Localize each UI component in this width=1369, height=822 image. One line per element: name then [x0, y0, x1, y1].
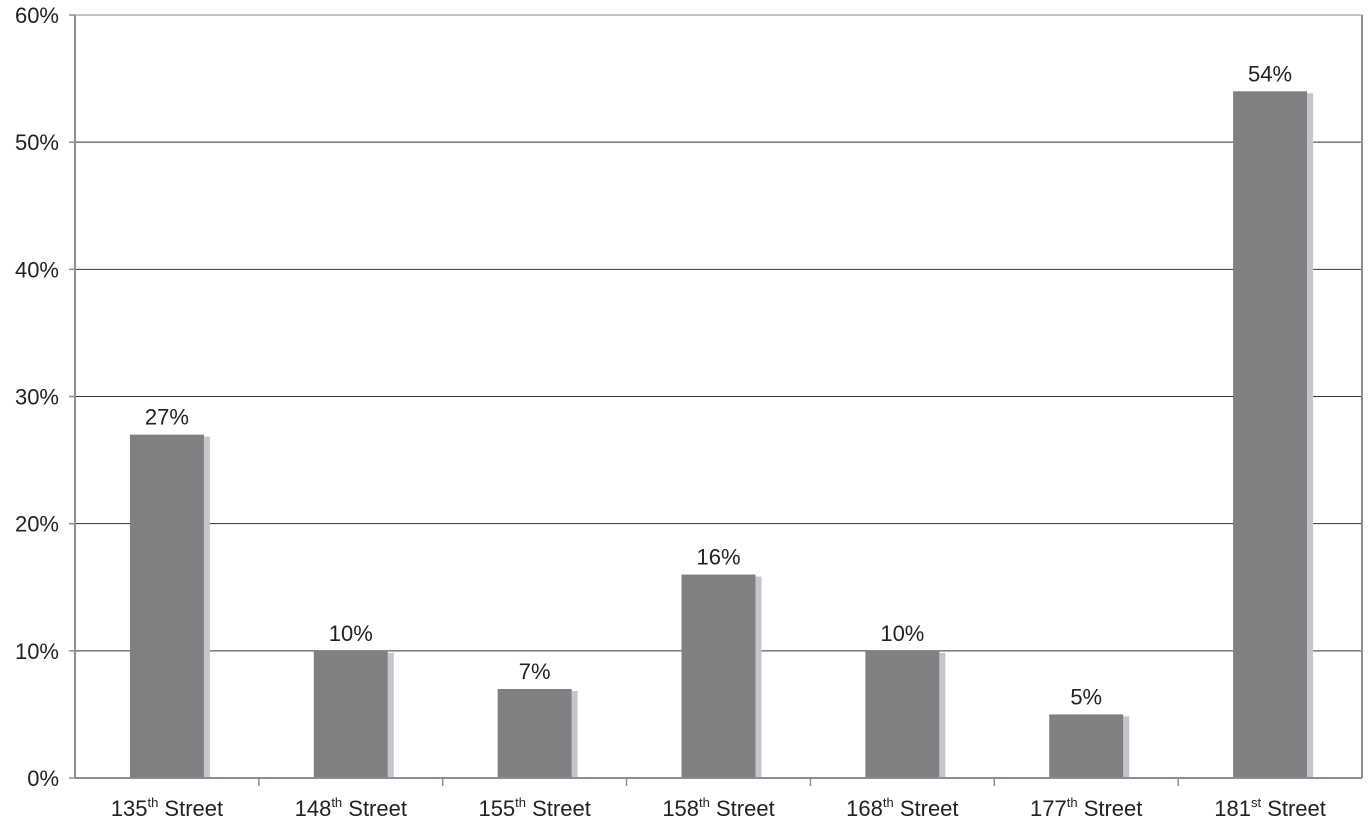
x-tick-ordinal: th	[515, 795, 526, 810]
x-tick-labels: 135th Street 148th Street 155th Street 158t…	[111, 795, 1326, 821]
bar-shadow	[755, 576, 762, 778]
x-tick-number: 135	[111, 796, 148, 821]
x-tick-number: 181	[1214, 796, 1251, 821]
x-tick-ordinal: th	[331, 795, 342, 810]
y-tick-label: 20%	[15, 512, 59, 537]
y-tick-label: 40%	[15, 257, 59, 282]
x-tick-street: Street	[1261, 796, 1326, 821]
bar	[1049, 714, 1124, 778]
x-tick-street: Street	[894, 796, 959, 821]
y-tick-label: 30%	[15, 385, 59, 410]
bar-shadow	[939, 652, 946, 778]
bar	[865, 650, 940, 778]
data-label: 10%	[880, 621, 924, 646]
x-tick-label: 158th Street	[662, 795, 774, 821]
x-tick-ordinal: th	[147, 795, 158, 810]
x-tick-number: 168	[846, 796, 883, 821]
axes	[69, 14, 1363, 786]
y-tick-label: 10%	[15, 639, 59, 664]
y-tick-label: 60%	[15, 3, 59, 28]
x-tick-street: Street	[526, 796, 591, 821]
bar	[129, 434, 204, 778]
x-tick-number: 148	[295, 796, 332, 821]
bar-shadow	[203, 436, 210, 778]
bar-shadow	[1123, 716, 1130, 778]
x-tick-street: Street	[1078, 796, 1143, 821]
bar	[313, 650, 388, 778]
x-tick-ordinal: th	[1067, 795, 1078, 810]
bar	[681, 574, 756, 778]
x-tick-number: 155	[478, 796, 515, 821]
x-tick-street: Street	[158, 796, 223, 821]
x-tick-label: 155th Street	[478, 795, 590, 821]
y-tick-labels: 0% 10% 20% 30% 40% 50% 60%	[15, 3, 59, 791]
y-tick-label: 50%	[15, 130, 59, 155]
x-tick-label: 148th Street	[295, 795, 407, 821]
bar-shadow	[571, 690, 578, 778]
x-tick-label: 168th Street	[846, 795, 958, 821]
x-tick-label: 177th Street	[1030, 795, 1142, 821]
x-tick-ordinal: th	[883, 795, 894, 810]
y-tick-label: 0%	[27, 766, 59, 791]
bars	[129, 91, 1314, 779]
x-tick-ordinal: th	[699, 795, 710, 810]
data-label: 16%	[696, 545, 740, 570]
x-tick-number: 177	[1030, 796, 1067, 821]
x-tick-ordinal: st	[1251, 795, 1262, 810]
data-label: 5%	[1070, 684, 1102, 709]
data-label: 7%	[519, 659, 551, 684]
data-label: 27%	[145, 405, 189, 430]
bar-shadow	[1307, 93, 1314, 779]
data-label: 10%	[329, 621, 373, 646]
x-tick-label: 135th Street	[111, 795, 223, 821]
bar	[497, 688, 572, 778]
bar-shadow	[387, 652, 394, 778]
data-label: 54%	[1248, 61, 1292, 86]
gridlines	[75, 14, 1362, 652]
bar	[1233, 91, 1308, 779]
x-tick-street: Street	[710, 796, 775, 821]
x-tick-number: 158	[662, 796, 699, 821]
x-tick-street: Street	[342, 796, 407, 821]
x-tick-label: 181st Street	[1214, 795, 1326, 821]
data-labels: 27% 10% 7% 16% 10% 5% 54%	[145, 61, 1292, 709]
